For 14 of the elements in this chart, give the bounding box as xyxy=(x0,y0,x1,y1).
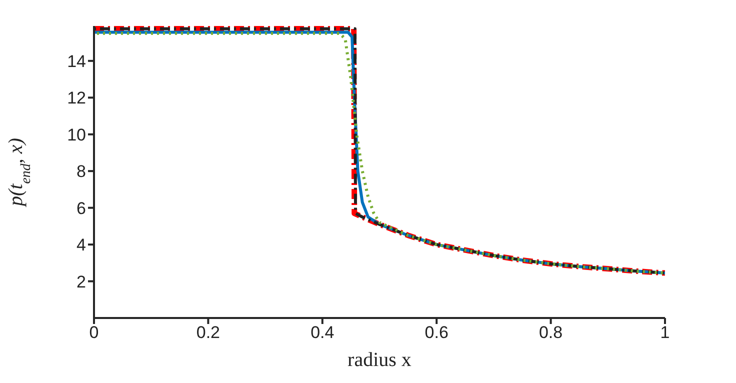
y-tick-label: 8 xyxy=(76,162,86,182)
y-tick-label: 14 xyxy=(67,52,86,71)
y-tick-label: 10 xyxy=(67,125,86,144)
x-tick-label: 0.2 xyxy=(196,323,220,342)
x-tick-label: 0.6 xyxy=(424,323,448,342)
y-tick-label: 4 xyxy=(76,236,86,255)
y-tick-label: 6 xyxy=(76,198,86,218)
x-axis-title: radius x xyxy=(348,349,412,371)
y-tick-label: 12 xyxy=(67,88,86,108)
x-tick-label: 0.4 xyxy=(310,323,334,342)
y-tick-label: 2 xyxy=(76,272,86,292)
x-tick-label: 0 xyxy=(89,323,99,342)
x-tick-label: 0.8 xyxy=(538,323,563,342)
x-tick-label: 1 xyxy=(660,323,670,342)
